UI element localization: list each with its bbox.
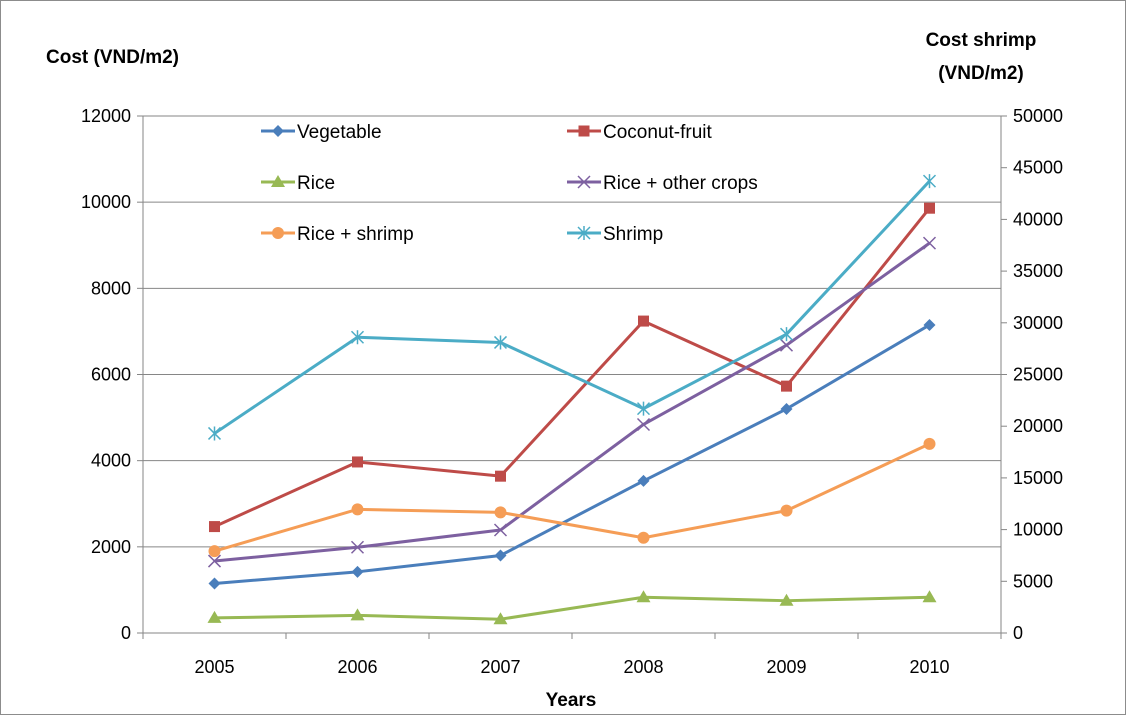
data-point-rice-shrimp [637,531,650,544]
data-point-rice-shrimp [351,503,364,516]
data-point-shrimp [922,174,937,189]
data-point-shrimp [636,401,651,416]
y-tick-label-right: 50000 [1013,106,1063,126]
series-line-shrimp [213,180,931,435]
y-axis-title-right-line1: Cost shrimp [926,30,1037,51]
series-line-rice [214,595,930,621]
data-point-vegetable [351,565,364,578]
data-point-rice [779,593,794,606]
legend-label-coconut-fruit: Coconut-fruit [603,122,712,143]
y-tick-label-left: 0 [121,623,131,643]
data-point-rice [922,590,937,603]
y-tick-label-right: 5000 [1013,571,1053,591]
x-tick-label: 2008 [623,657,663,677]
y-tick-label-left: 12000 [81,106,131,126]
tick-labels: 0 2000 4000 6000 8000 10000 12000 0 5000 10000 150… [81,106,1063,677]
series-line-vegetable [214,323,931,585]
x-tick-label: 2009 [766,657,806,677]
data-point-vegetable [923,318,936,331]
data-point-vegetable [780,402,793,415]
y-tick-label-left: 4000 [91,451,131,471]
data-point-shrimp [779,327,794,342]
data-point-coconut-fruit [638,315,649,327]
data-point-rice-other-crops [779,338,794,352]
y-axis-title-right-line2: (VND/m2) [938,63,1024,84]
series-group [207,174,937,625]
data-point-rice [207,610,222,623]
x-axis-title: Years [546,690,597,711]
data-point-shrimp [350,330,365,345]
y-tick-label-right: 20000 [1013,416,1063,436]
y-tick-label-right: 40000 [1013,209,1063,229]
data-point-rice-shrimp [494,506,507,519]
legend-marker-rice [271,175,285,187]
data-point-rice-other-crops [207,554,222,568]
y-tick-label-right: 25000 [1013,365,1063,385]
data-point-vegetable [494,549,507,562]
axes [137,115,1007,639]
y-tick-label-left: 10000 [81,192,131,212]
y-tick-label-left: 6000 [91,365,131,385]
x-tick-label: 2005 [194,657,234,677]
y-tick-label-left: 8000 [91,278,131,298]
data-point-rice-shrimp [923,437,936,450]
data-point-rice [636,590,651,603]
data-point-vegetable [208,577,221,590]
data-point-coconut-fruit [781,380,792,392]
series-line-rice-other-crops [214,241,931,563]
data-point-rice-shrimp [208,545,221,558]
legend: Vegetable Coconut-fruit Rice Rice + other c… [261,122,758,245]
data-point-coconut-fruit [924,202,935,214]
data-point-rice-other-crops [350,540,365,554]
legend-label-vegetable: Vegetable [297,122,382,143]
y-axis-title-left: Cost (VND/m2) [46,47,179,68]
x-tick-label: 2006 [337,657,377,677]
x-tick-label: 2007 [480,657,520,677]
legend-marker-coconut-fruit [578,125,590,137]
y-tick-label-right: 30000 [1013,313,1063,333]
data-point-coconut-fruit [352,456,363,468]
data-point-shrimp [207,426,222,441]
data-point-rice-shrimp [780,504,793,517]
y-tick-label-right: 15000 [1013,468,1063,488]
y-tick-label-right: 35000 [1013,261,1063,281]
data-point-coconut-fruit [209,521,220,533]
legend-label-shrimp: Shrimp [603,224,663,245]
series-line-coconut-fruit [213,207,931,528]
legend-marker-shrimp [577,226,591,240]
legend-label-rice-other-crops: Rice + other crops [603,173,758,194]
data-point-rice-other-crops [922,236,937,250]
data-point-rice [493,612,508,625]
data-point-shrimp [493,335,508,350]
legend-marker-rice-other-crops [577,175,591,189]
data-point-rice [350,608,365,621]
y-tick-label-left: 2000 [91,537,131,557]
legend-label-rice: Rice [297,173,335,194]
x-tick-label: 2010 [909,657,949,677]
legend-marker-rice-shrimp [272,227,284,239]
data-point-vegetable [637,474,650,487]
legend-marker-vegetable [272,125,284,137]
data-point-coconut-fruit [495,470,506,482]
series-line-rice-shrimp [214,442,931,553]
legend-label-rice-shrimp: Rice + shrimp [297,224,414,245]
y-tick-label-right: 45000 [1013,158,1063,178]
data-point-rice-other-crops [636,417,651,432]
y-tick-label-right: 10000 [1013,520,1063,540]
data-point-rice-other-crops [493,523,508,537]
y-tick-label-right: 0 [1013,623,1023,643]
